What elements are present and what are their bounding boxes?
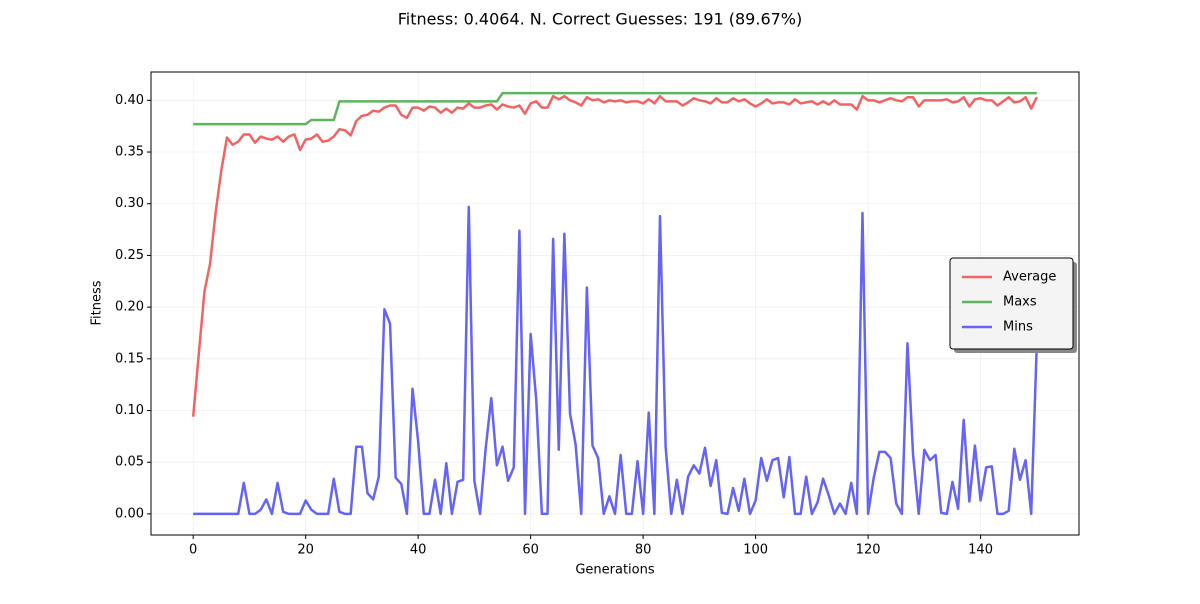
- legend-label: Average: [1003, 270, 1056, 285]
- y-tick-label: 0.10: [115, 403, 144, 418]
- y-tick-label: 0.00: [115, 506, 144, 521]
- x-axis-label: Generations: [575, 563, 655, 578]
- x-tick-label: 40: [410, 543, 427, 558]
- y-tick-label: 0.05: [115, 455, 144, 470]
- chart-title: Fitness: 0.4064. N. Correct Guesses: 191…: [398, 10, 803, 29]
- legend-label: Mins: [1003, 320, 1033, 335]
- plot-frame: [150, 71, 1080, 536]
- y-tick-label: 0.30: [115, 196, 144, 211]
- y-tick-label: 0.35: [115, 145, 144, 160]
- x-tick-label: 80: [635, 543, 652, 558]
- legend-label: Maxs: [1003, 295, 1037, 310]
- y-axis-label: Fitness: [90, 280, 105, 325]
- line-series: [193, 205, 1039, 516]
- y-tick-label: 0.40: [115, 93, 144, 108]
- y-tick-label: 0.15: [115, 351, 144, 366]
- y-tick-label: 0.25: [115, 248, 144, 263]
- x-tick-label: 60: [522, 543, 539, 558]
- x-tick-label: 120: [856, 543, 881, 558]
- x-tick-label: 20: [297, 543, 314, 558]
- x-tick-label: 140: [968, 543, 993, 558]
- line-series: [191, 94, 1038, 417]
- y-tick-label: 0.20: [115, 300, 144, 315]
- x-tick-label: 100: [743, 543, 768, 558]
- x-tick-label: 0: [189, 543, 197, 558]
- line-series: [193, 91, 1037, 126]
